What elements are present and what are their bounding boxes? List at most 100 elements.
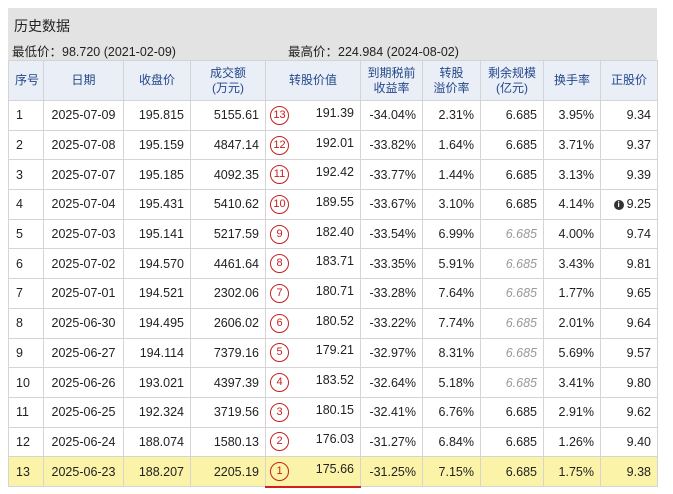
- cell-text: 10: [16, 375, 30, 390]
- cell-text: 6.685: [505, 108, 537, 123]
- cell: 9.38: [600, 456, 658, 488]
- conversion-value: 180.71: [315, 283, 354, 298]
- cell: 9.81: [600, 248, 658, 280]
- cell-text: -33.54%: [369, 227, 416, 242]
- cell: 1.26%: [543, 426, 601, 458]
- table-row: 11 2025-06-25 192.324 3719.56 3 180.15 -32.41%…: [8, 396, 658, 428]
- table-row: 12 2025-06-24 188.074 1580.13 2 176.03 -31.27%…: [8, 426, 658, 458]
- cell-text: -33.28%: [369, 286, 416, 301]
- cell: 3.43%: [543, 248, 601, 280]
- cell-text: 5.91%: [438, 256, 474, 271]
- rank-badge: 6: [270, 313, 289, 333]
- cell: 6.84%: [422, 426, 481, 458]
- cell: 13: [8, 456, 44, 488]
- header-text: (亿元): [496, 80, 528, 95]
- header-text: (万元): [212, 80, 244, 95]
- cell-text: 3.43%: [558, 256, 594, 271]
- cell: 10 189.55: [265, 189, 361, 220]
- cell: 6.685: [480, 396, 544, 428]
- cell: 195.141: [123, 218, 191, 250]
- cell-text: 194.114: [139, 345, 184, 360]
- cell: 5155.61: [190, 100, 266, 131]
- cell-text: 1580.13: [213, 434, 259, 449]
- header-text: 溢价率: [433, 80, 470, 95]
- cell-text: 4397.39: [213, 375, 259, 390]
- rank-badge: 3: [270, 402, 289, 422]
- table-row: 13 2025-06-23 188.207 2205.19 1 175.66 -31.25%…: [8, 456, 658, 488]
- cell-text: 4: [16, 197, 23, 212]
- cell-text: 1.77%: [558, 286, 594, 301]
- cell-text: 6.685: [505, 197, 537, 212]
- cell: 1.64%: [422, 129, 481, 161]
- cell: -31.25%: [360, 456, 423, 488]
- rank-badge: 13: [270, 105, 289, 125]
- column-header: 转股价值: [265, 60, 361, 101]
- cell-text: 4847.14: [213, 138, 259, 153]
- cell-text: 3.41%: [558, 375, 594, 390]
- cell: 3.41%: [543, 367, 601, 398]
- cell: 2302.06: [190, 278, 266, 309]
- cell-text: 8.31%: [438, 345, 474, 360]
- cell-text: 2025-06-25: [51, 405, 116, 420]
- cell-text: 1.75%: [558, 464, 594, 479]
- cell-text: 4461.64: [213, 256, 259, 271]
- cell-text: 7.74%: [438, 316, 474, 331]
- cell: 10: [8, 367, 44, 398]
- cell-text: 8: [16, 316, 23, 331]
- cell-text: -31.27%: [369, 434, 416, 449]
- cell-text: 3.13%: [558, 167, 594, 182]
- cell: 11: [8, 396, 44, 428]
- cell-text: 2025-06-26: [51, 375, 116, 390]
- cell: 1.75%: [543, 456, 601, 488]
- cell: 3719.56: [190, 396, 266, 428]
- column-header: 换手率: [543, 60, 601, 101]
- conversion-value: 182.40: [315, 224, 354, 239]
- cell: 195.431: [123, 189, 191, 220]
- cell-text: 11: [16, 405, 29, 420]
- cell-text: 7.64%: [438, 286, 474, 301]
- cell-text: 4.00%: [558, 227, 594, 242]
- cell-text: 7.15%: [438, 464, 474, 479]
- table-row: 2 2025-07-08 195.159 4847.14 12 192.01 -33.82%…: [8, 129, 658, 161]
- high-price: 最高价：224.984 (2024-08-02): [288, 45, 459, 59]
- cell-text: 195.141: [138, 227, 184, 242]
- rank-badge: 2: [270, 432, 289, 452]
- cell-text: 195.815: [138, 108, 184, 123]
- cell-text: 195.185: [138, 167, 184, 182]
- cell: 6.685: [480, 100, 544, 131]
- cell: 5 179.21: [265, 337, 361, 369]
- cell: 6.685: [480, 367, 544, 398]
- cell-text: -33.22%: [369, 316, 416, 331]
- header-text: 转股价值: [288, 73, 337, 87]
- history-table: 序号 日期 收盘价 成交额 (万元) 转股价值 到期税前 收益率 转股 溢价率 剩余规模 (亿元) 换手…: [8, 60, 658, 488]
- cell-text: 6.685: [505, 138, 537, 153]
- header-row: 序号 日期 收盘价 成交额 (万元) 转股价值 到期税前 收益率 转股 溢价率 剩余规模 (亿元) 换手…: [8, 60, 658, 101]
- cell-text: 2025-07-09: [51, 108, 116, 123]
- cell-text: 2025-07-04: [51, 197, 116, 212]
- cell: 2025-06-30: [43, 307, 124, 339]
- cell: 7: [8, 278, 44, 309]
- cell-text: 5155.61: [213, 108, 259, 123]
- conversion-value: 175.66: [315, 462, 354, 477]
- cell-text: 6.84%: [438, 434, 474, 449]
- conversion-value: 192.42: [315, 165, 354, 180]
- cell-text: 6.685: [505, 375, 537, 390]
- cell: -34.04%: [360, 100, 423, 131]
- column-header: 转股 溢价率: [422, 60, 481, 101]
- cell: 4847.14: [190, 129, 266, 161]
- cell: 2025-07-09: [43, 100, 124, 131]
- table-row: 5 2025-07-03 195.141 5217.59 9 182.40 -33.54% 6…: [8, 218, 658, 250]
- rank-badge: 11: [270, 165, 289, 185]
- cell: 5.91%: [422, 248, 481, 280]
- info-icon: i: [613, 200, 624, 211]
- column-header: 成交额 (万元): [190, 60, 266, 101]
- cell: 6.685: [480, 456, 544, 488]
- cell: 195.185: [123, 159, 191, 191]
- cell: 6.76%: [422, 396, 481, 428]
- cell: -33.22%: [360, 307, 423, 339]
- cell: -33.77%: [360, 159, 423, 191]
- cell: 7379.16: [190, 337, 266, 369]
- cell-text: 4.14%: [558, 197, 594, 212]
- cell-text: 9.80: [626, 375, 651, 390]
- header-text: 收益率: [373, 80, 410, 95]
